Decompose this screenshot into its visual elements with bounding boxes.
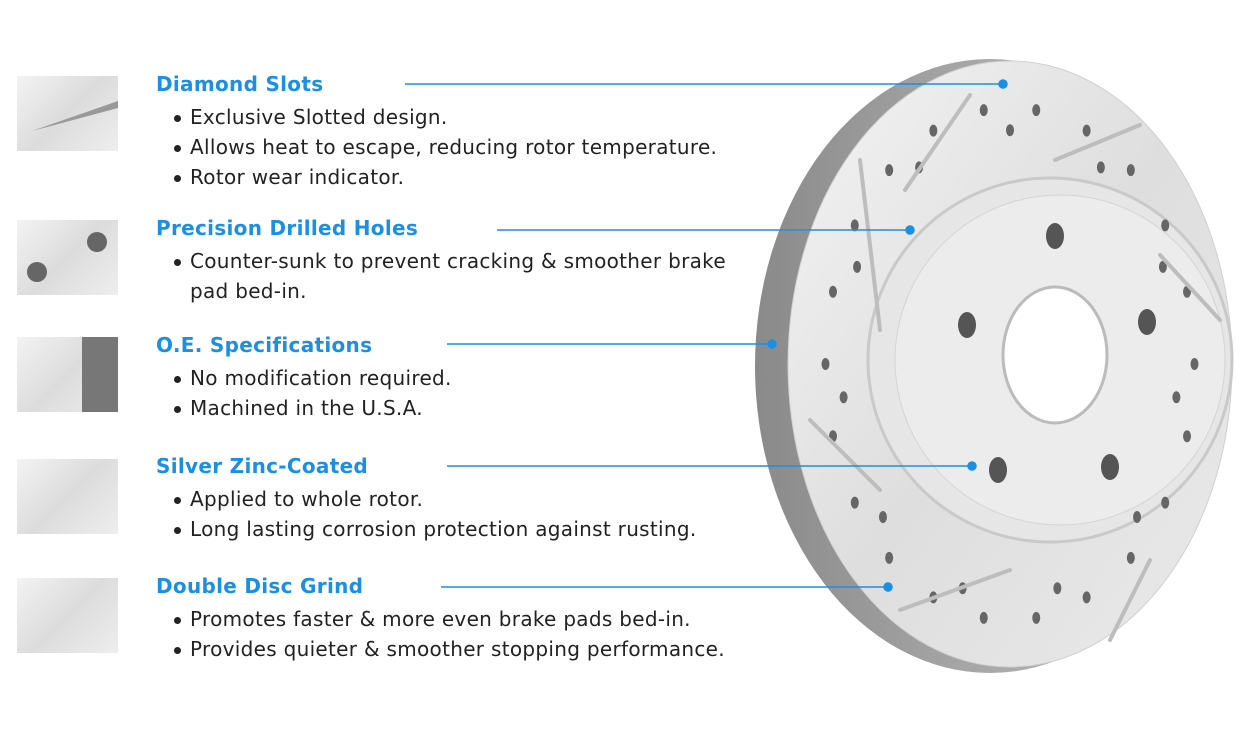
feature-title: Double Disc Grind [156, 574, 364, 598]
feature-silver-zinc-coated: Silver Zinc-Coated Applied to whole roto… [156, 454, 697, 544]
feature-precision-drilled-holes: Precision Drilled Holes Counter-sunk to … [156, 216, 756, 306]
drilled-hole [1190, 358, 1199, 370]
feature-oe-specifications: O.E. Specifications No modification requ… [156, 333, 452, 423]
drilled-hole [1126, 551, 1135, 564]
drilled-hole [1082, 124, 1091, 137]
slot-closeup-image [17, 76, 118, 151]
drilled-hole [1172, 391, 1181, 404]
drilled-hole [878, 511, 887, 524]
feature-title: Precision Drilled Holes [156, 216, 419, 240]
drilled-hole [821, 358, 830, 370]
ground-surface-closeup-image [17, 578, 118, 653]
zinc-surface-closeup-image [17, 459, 118, 534]
drilled-hole [885, 164, 894, 177]
drilled-hole [1158, 260, 1167, 273]
feature-title: O.E. Specifications [156, 333, 373, 357]
drilled-hole [1161, 496, 1170, 509]
bullet: No modification required. [172, 363, 452, 393]
bullet: Allows heat to escape, reducing rotor te… [172, 132, 717, 162]
drilled-hole [1126, 164, 1135, 177]
rotor-edge-closeup-image [17, 337, 118, 412]
drilled-hole [828, 285, 837, 298]
feature-double-disc-grind: Double Disc Grind Promotes faster & more… [156, 574, 725, 664]
drilled-hole [885, 551, 894, 564]
drilled-hole [853, 260, 862, 273]
feature-diamond-slots: Diamond Slots Exclusive Slotted design. A… [156, 72, 717, 192]
bullet: Exclusive Slotted design. [172, 102, 717, 132]
bullet: Machined in the U.S.A. [172, 393, 452, 423]
drilled-hole [929, 124, 938, 137]
drilled-hole [839, 391, 848, 404]
drilled-hole [1032, 104, 1041, 117]
drilled-hole [1133, 511, 1142, 524]
bullet: Long lasting corrosion protection agains… [172, 514, 697, 544]
bullet: Applied to whole rotor. [172, 484, 697, 514]
drilled-holes-closeup-image [17, 220, 118, 295]
drilled-hole [979, 611, 988, 624]
drilled-hole [1161, 219, 1170, 232]
drilled-hole [1053, 582, 1062, 595]
feature-title: Diamond Slots [156, 72, 324, 96]
bullet: Counter-sunk to prevent cracking & smoot… [172, 246, 735, 306]
callout-lines [405, 79, 1008, 592]
bullet: Provides quieter & smoother stopping per… [172, 634, 725, 664]
drilled-hole [1183, 430, 1192, 443]
bullet: Promotes faster & more even brake pads b… [172, 604, 725, 634]
drilled-hole [1006, 124, 1014, 137]
bullet: Rotor wear indicator. [172, 162, 717, 192]
drilled-hole [850, 219, 859, 232]
drilled-hole [850, 496, 859, 509]
feature-title: Silver Zinc-Coated [156, 454, 369, 478]
drilled-hole [1096, 161, 1105, 174]
drilled-hole [1032, 611, 1041, 624]
drilled-hole [1082, 591, 1091, 604]
drilled-hole [979, 104, 988, 117]
